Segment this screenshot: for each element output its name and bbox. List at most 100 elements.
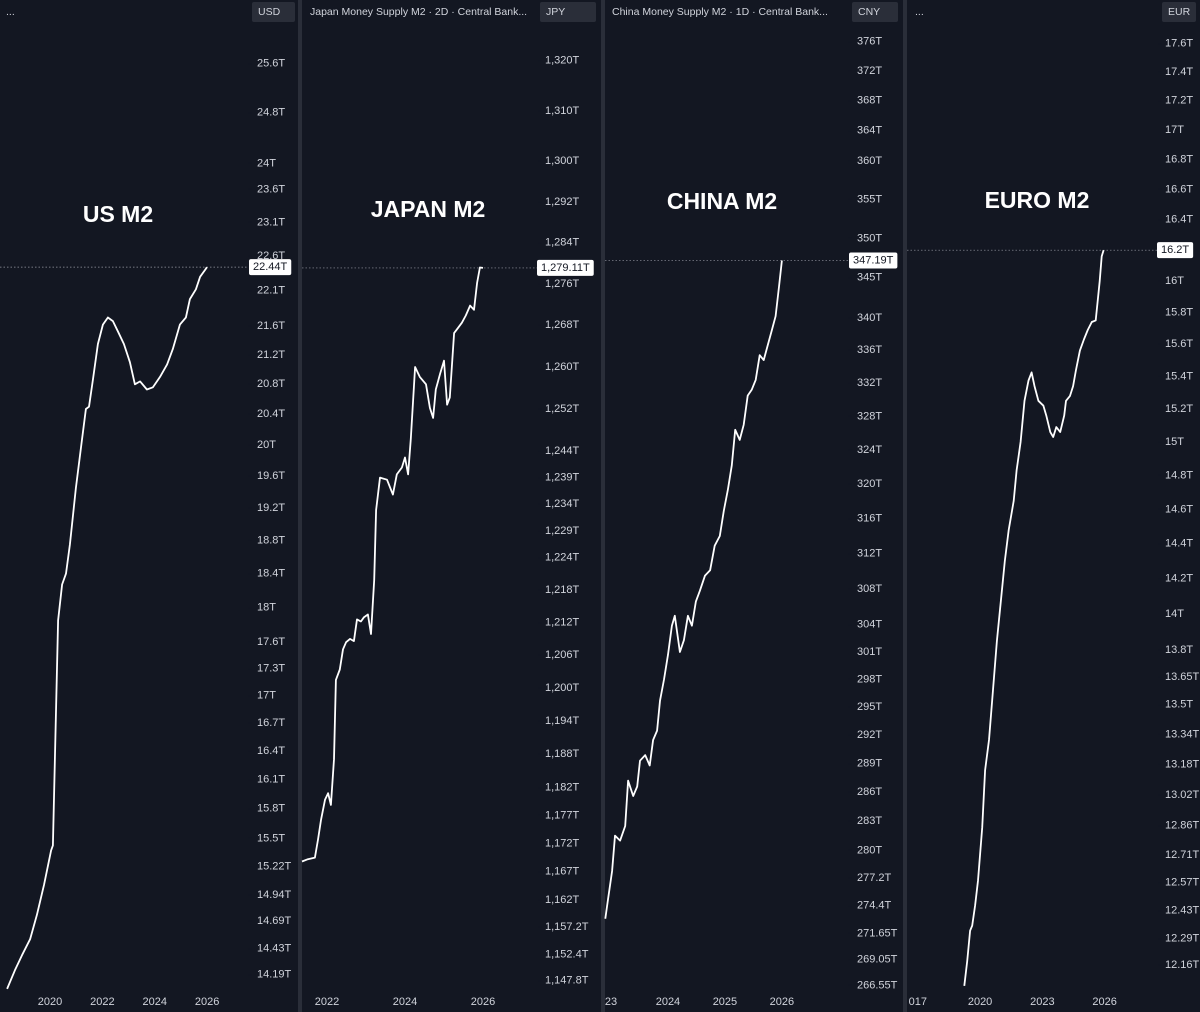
y-tick-label: 12.86T [1165, 820, 1200, 832]
y-tick-label: 372T [857, 65, 882, 77]
y-tick-label: 18.8T [257, 534, 285, 546]
panel-divider [601, 0, 605, 1012]
x-tick-label: 2026 [471, 996, 495, 1008]
x-tick-label: 2022 [90, 996, 114, 1008]
last-value-label: 1,279.11T [541, 262, 590, 274]
y-tick-label: 15.6T [1165, 338, 1193, 350]
y-tick-label: 24.8T [257, 107, 285, 119]
x-tick-label: 2024 [393, 996, 417, 1008]
data-line [963, 249, 1105, 987]
y-tick-label: 16.8T [1165, 153, 1193, 165]
y-tick-label: 15.4T [1165, 370, 1193, 382]
y-tick-label: 17.4T [1165, 66, 1193, 78]
y-tick-label: 16.4T [257, 745, 285, 757]
x-tick-label: 2024 [143, 996, 167, 1008]
y-tick-label: 12.43T [1165, 904, 1200, 916]
y-tick-label: 18T [257, 601, 276, 613]
y-tick-label: 17T [1165, 124, 1184, 136]
x-tick-label: 2020 [968, 996, 992, 1008]
y-tick-label: 1,177T [545, 809, 580, 821]
y-tick-label: 14.2T [1165, 573, 1193, 585]
y-tick-label: 1,292T [545, 196, 580, 208]
y-tick-label: 14.8T [1165, 469, 1193, 481]
x-tick-label: 017 [909, 996, 927, 1008]
y-tick-label: 13.5T [1165, 699, 1193, 711]
y-tick-label: 23.1T [257, 216, 285, 228]
y-tick-label: 18.4T [257, 567, 285, 579]
y-tick-label: 16.6T [1165, 183, 1193, 195]
y-tick-label: 364T [857, 125, 882, 137]
y-tick-label: 13.02T [1165, 789, 1200, 801]
y-tick-label: 350T [857, 232, 882, 244]
y-tick-label: 324T [857, 444, 882, 456]
y-tick-label: 1,218T [545, 584, 580, 596]
y-tick-label: 17T [257, 690, 276, 702]
currency-box [852, 2, 898, 22]
y-tick-label: 277.2T [857, 872, 892, 884]
panel-header: ... [6, 6, 15, 18]
y-tick-label: 283T [857, 815, 882, 827]
y-tick-label: 15T [1165, 436, 1184, 448]
y-tick-label: 1,167T [545, 866, 580, 878]
y-tick-label: 301T [857, 646, 882, 658]
y-tick-label: 1,276T [545, 278, 580, 290]
y-tick-label: 1,157.2T [545, 921, 589, 933]
y-tick-label: 332T [857, 377, 882, 389]
x-tick-label: 23 [605, 996, 617, 1008]
y-tick-label: 316T [857, 513, 882, 525]
currency-label: USD [258, 6, 281, 18]
y-tick-label: 360T [857, 155, 882, 167]
y-tick-label: 1,172T [545, 837, 580, 849]
y-tick-label: 298T [857, 673, 882, 685]
y-tick-label: 20.8T [257, 378, 285, 390]
y-tick-label: 12.16T [1165, 959, 1200, 971]
y-tick-label: 1,284T [545, 237, 580, 249]
y-tick-label: 355T [857, 193, 882, 205]
y-tick-label: 1,268T [545, 319, 580, 331]
last-value-label: 347.19T [853, 254, 894, 266]
y-tick-label: 19.2T [257, 502, 285, 514]
y-tick-label: 320T [857, 478, 882, 490]
last-value-box [849, 252, 898, 269]
panel-divider [298, 0, 302, 1012]
y-tick-label: 17.6T [257, 636, 285, 648]
panel: Japan Money Supply M2 · 2D · Central Ban… [301, 2, 596, 1008]
y-tick-label: 14T [1165, 608, 1184, 620]
last-value-box [249, 259, 292, 276]
y-tick-label: 14.94T [257, 889, 292, 901]
y-tick-label: 1,252T [545, 403, 580, 415]
y-tick-label: 1,188T [545, 748, 580, 760]
y-tick-label: 1,234T [545, 498, 580, 510]
y-tick-label: 1,239T [545, 472, 580, 484]
y-tick-label: 12.29T [1165, 933, 1200, 945]
y-tick-label: 368T [857, 95, 882, 107]
y-tick-label: 19.6T [257, 470, 285, 482]
y-tick-label: 20.4T [257, 408, 285, 420]
chart-title: US M2 [83, 201, 153, 227]
chart-title: CHINA M2 [667, 188, 777, 214]
y-tick-label: 24T [257, 157, 276, 169]
currency-box [1162, 2, 1196, 22]
y-tick-label: 286T [857, 786, 882, 798]
panel-header: China Money Supply M2 · 1D · Central Ban… [612, 6, 828, 18]
y-tick-label: 1,244T [545, 445, 580, 457]
y-tick-label: 13.34T [1165, 728, 1200, 740]
y-tick-label: 1,320T [545, 55, 580, 67]
data-line [6, 266, 208, 990]
x-tick-label: 2022 [315, 996, 339, 1008]
y-tick-label: 340T [857, 312, 882, 324]
y-tick-label: 271.65T [857, 927, 898, 939]
y-tick-label: 312T [857, 547, 882, 559]
y-tick-label: 1,200T [545, 682, 580, 694]
currency-label: CNY [858, 6, 880, 18]
y-tick-label: 12.71T [1165, 849, 1200, 861]
currency-box [540, 2, 596, 22]
y-tick-label: 16.7T [257, 717, 285, 729]
y-tick-label: 15.8T [1165, 306, 1193, 318]
y-tick-label: 295T [857, 701, 882, 713]
chart-title: JAPAN M2 [371, 196, 486, 222]
y-tick-label: 17.3T [257, 663, 285, 675]
panel: China Money Supply M2 · 1D · Central Ban… [604, 2, 898, 1008]
